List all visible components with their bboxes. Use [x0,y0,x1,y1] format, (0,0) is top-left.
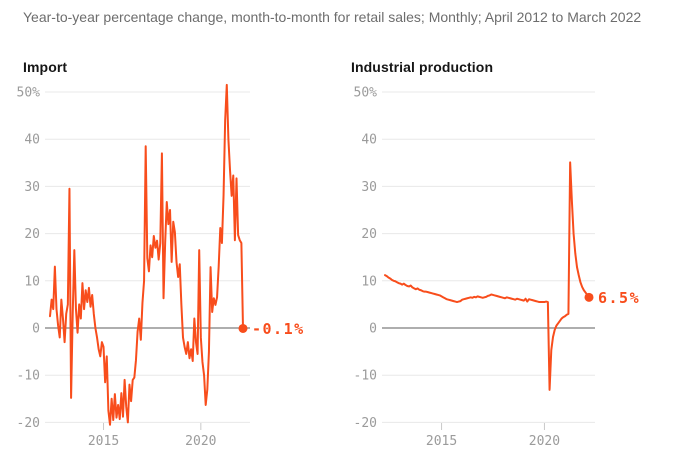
end-value-label: -0.1% [252,320,305,338]
industrial-production-chart-title: Industrial production [351,59,494,75]
y-tick-label: 20 [361,227,377,242]
end-value-label: 6.5% [598,289,640,307]
industrial-production-chart-plot: 50% 40 30 20 10 0 -10 -20 2015 2020 6.5% [354,86,640,450]
end-point-dot [238,323,248,333]
y-tick-label: -20 [354,416,377,431]
import-chart-plot: 50% 40 30 20 10 0 -10 -20 2015 2020 -0.1% [17,83,305,449]
page-title: Year-to-year percentage change, month-to… [23,9,642,25]
y-tick-label: 50% [354,86,378,101]
end-point-dot [584,292,594,302]
y-tick-label: 0 [32,322,40,337]
y-tick-label: 0 [369,322,377,337]
y-tick-label: 30 [24,180,40,195]
x-tick-label: 2020 [185,434,216,449]
series-line [49,83,244,426]
x-tick-label: 2015 [88,434,119,449]
y-tick-label: -10 [354,369,377,384]
industrial-production-chart: Industrial production 50% 40 30 20 10 0 -10 -20… [340,55,679,460]
y-tick-label: 50% [17,86,41,101]
y-tick-label: 20 [24,227,40,242]
y-tick-label: 40 [24,133,40,148]
series-line [384,161,590,391]
import-chart-title: Import [23,59,68,75]
y-tick-label: -20 [17,416,40,431]
y-tick-label: 10 [24,274,40,289]
y-tick-label: 10 [361,274,377,289]
import-chart: Import 50% 40 30 20 10 0 -10 -20 2015 2020 -0.1% [0,55,340,460]
y-tick-label: -10 [17,369,40,384]
x-tick-label: 2015 [426,434,457,449]
y-tick-label: 30 [361,180,377,195]
x-tick-label: 2020 [529,434,560,449]
y-tick-label: 40 [361,133,377,148]
